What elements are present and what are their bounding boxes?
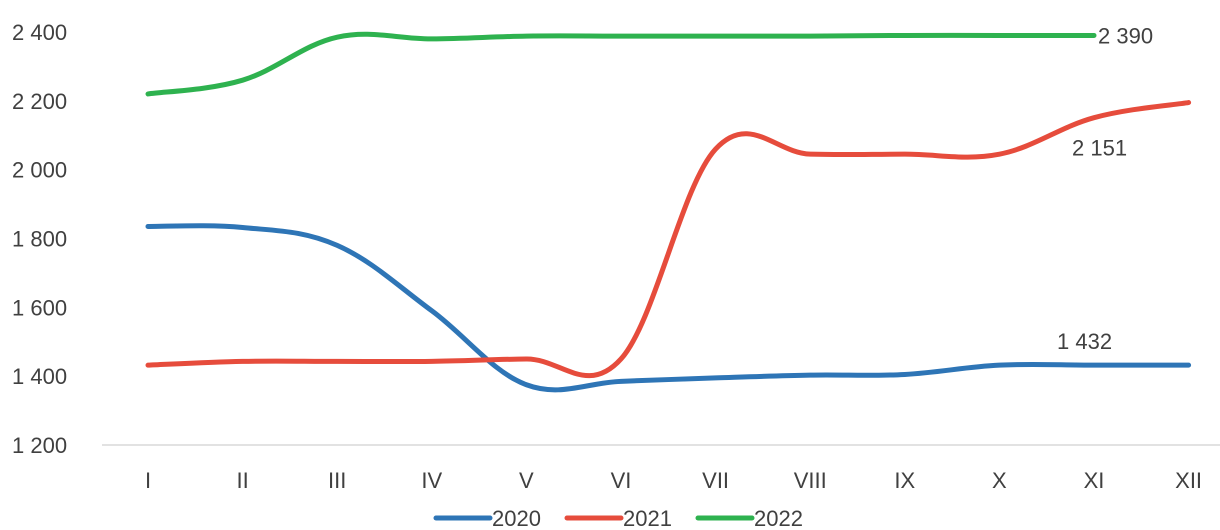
data-labels: 2 390 2 151 1 432 [1057,23,1153,354]
x-tick-label: X [992,468,1007,493]
y-tick-label: 1 200 [12,433,67,458]
x-tick-label: VII [702,468,729,493]
x-tick-label: II [236,468,248,493]
y-axis: 2 400 2 200 2 000 1 800 1 600 1 400 1 200 [12,20,67,458]
x-tick-label: IV [421,468,442,493]
x-tick-label: VIII [794,468,827,493]
data-label-2022: 2 390 [1098,23,1153,48]
y-tick-label: 1 800 [12,227,67,252]
x-tick-label: I [145,468,151,493]
data-label-2020: 1 432 [1057,329,1112,354]
y-tick-label: 2 400 [12,20,67,45]
x-tick-label: V [519,468,534,493]
x-tick-label: III [328,468,346,493]
legend-label-2021: 2021 [623,506,672,530]
series-line-2020 [145,223,1192,393]
y-tick-label: 1 400 [12,364,67,389]
data-label-2021: 2 151 [1072,136,1127,161]
series-line-2022 [145,31,1097,97]
y-tick-label: 2 000 [12,158,67,183]
x-tick-label: VI [611,468,632,493]
x-tick-label: XI [1084,468,1105,493]
x-axis: I II III IV V VI VII VIII IX X XI XII [145,468,1202,493]
legend-label-2020: 2020 [492,506,541,530]
series-lines [145,31,1192,393]
legend-label-2022: 2022 [754,506,803,530]
y-tick-label: 2 200 [12,89,67,114]
x-tick-label: XII [1175,468,1202,493]
series-line-2021 [145,100,1192,379]
legend: 2020 2021 2022 [433,506,803,530]
x-tick-label: IX [894,468,915,493]
y-tick-label: 1 600 [12,295,67,320]
